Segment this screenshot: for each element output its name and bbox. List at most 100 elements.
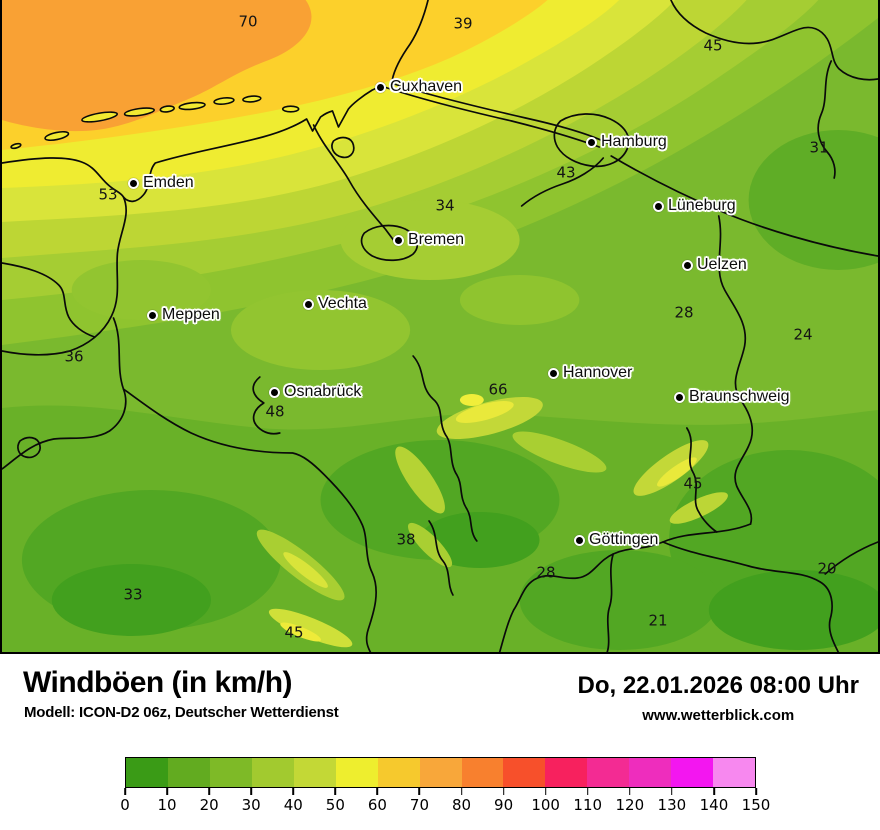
city-label: Uelzen <box>697 256 747 273</box>
legend-segment <box>335 758 378 787</box>
city-dot-icon <box>653 200 664 212</box>
model-info: Modell: ICON-D2 06z, Deutscher Wetterdie… <box>24 704 339 721</box>
legend-tick <box>250 788 252 795</box>
city-label: Göttingen <box>589 531 659 548</box>
wind-value-label: 45 <box>703 36 723 55</box>
wind-value-label: 36 <box>64 347 84 366</box>
wind-value-label: 38 <box>396 530 416 549</box>
map-terrain-graphic <box>2 0 878 652</box>
legend-tick-label: 50 <box>325 796 345 814</box>
city-dot-icon <box>375 81 386 93</box>
city-marker: Meppen <box>147 307 220 323</box>
legend-tick-label: 70 <box>409 796 429 814</box>
legend-tick-labels: 0 10 20 30 40 50 60 70 80 90 100 110 120 130 140 150 <box>120 796 770 814</box>
legend-tick <box>334 788 337 795</box>
footer: Windböen (in km/h) Modell: ICON-D2 06z, … <box>0 654 880 830</box>
city-dot-icon <box>147 309 158 321</box>
city-label: Bremen <box>408 231 465 248</box>
wind-value-label: 28 <box>674 303 694 322</box>
city-label: Emden <box>143 174 194 191</box>
wind-value-label: 34 <box>435 196 455 215</box>
legend-segment <box>713 758 756 787</box>
city-marker: Bremen <box>393 232 464 248</box>
legend-segment <box>671 758 714 787</box>
legend-segment <box>587 758 630 787</box>
city-marker: Hannover <box>548 365 632 381</box>
legend-tick <box>124 788 126 795</box>
wind-value-label: 53 <box>98 185 118 204</box>
city-dot-icon <box>574 534 585 546</box>
legend-tick <box>713 788 715 795</box>
legend-tick-label: 90 <box>494 796 514 814</box>
city-marker: Braunschweig <box>674 389 790 405</box>
city-label: Osnabrück <box>284 383 362 400</box>
legend-segment <box>251 758 294 787</box>
legend-colorbar <box>125 757 756 788</box>
wind-value-label: 70 <box>238 12 258 31</box>
legend-tick-label: 60 <box>367 796 387 814</box>
legend-segment <box>377 758 420 787</box>
legend-segment <box>545 758 588 787</box>
city-label: Meppen <box>162 306 220 323</box>
legend-segment <box>503 758 546 787</box>
legend-tick-label: 120 <box>615 796 645 814</box>
forecast-datetime: Do, 22.01.2026 08:00 Uhr <box>577 672 860 699</box>
legend-ticks <box>124 788 757 795</box>
wind-value-label: 31 <box>809 138 829 157</box>
wind-value-label: 28 <box>536 563 556 582</box>
city-dot-icon <box>269 386 280 398</box>
city-dot-icon <box>586 136 597 148</box>
city-marker: Hamburg <box>586 134 667 150</box>
date-block: Do, 22.01.2026 08:00 Uhr www.wetterblick… <box>578 672 860 724</box>
city-marker: Emden <box>128 175 194 191</box>
legend-tick-label: 150 <box>741 796 771 814</box>
legend-tick-label: 10 <box>157 796 177 814</box>
legend-tick-label: 100 <box>531 796 560 814</box>
city-marker: Cuxhaven <box>375 79 462 95</box>
city-marker: Göttingen <box>574 532 658 548</box>
page-title: Windböen (in km/h) <box>23 666 293 699</box>
legend-tick <box>629 788 631 795</box>
city-label: Hannover <box>563 364 633 381</box>
city-dot-icon <box>128 177 139 189</box>
legend-tick <box>586 788 589 795</box>
legend-segment <box>167 758 210 787</box>
city-marker: Vechta <box>303 296 367 312</box>
city-dot-icon <box>303 298 314 310</box>
wind-gust-map: Cuxhaven Hamburg Emden Lüneburg Bremen U… <box>0 0 880 654</box>
city-dot-icon <box>682 259 693 271</box>
wind-value-label: 21 <box>648 611 668 630</box>
city-marker: Osnabrück <box>269 384 361 400</box>
wind-value-label: 45 <box>284 623 304 642</box>
city-dot-icon <box>674 391 685 403</box>
city-marker: Uelzen <box>682 257 747 273</box>
legend-tick <box>755 788 757 795</box>
legend-tick <box>671 788 673 795</box>
legend-tick <box>502 788 505 795</box>
wind-value-label: 33 <box>123 585 143 604</box>
legend-segment <box>126 758 168 787</box>
wind-value-label: 66 <box>488 380 508 399</box>
legend-tick <box>460 788 463 795</box>
legend-tick-label: 130 <box>657 796 687 814</box>
wind-value-label: 45 <box>683 474 703 493</box>
wind-value-label: 20 <box>817 559 837 578</box>
legend-segment <box>293 758 336 787</box>
city-label: Lüneburg <box>668 197 736 214</box>
legend-tick <box>418 788 421 795</box>
legend-tick <box>292 788 295 795</box>
legend-tick-label: 110 <box>573 796 603 814</box>
city-label: Braunschweig <box>689 388 790 405</box>
legend-segment <box>419 758 462 787</box>
legend-tick <box>376 788 379 795</box>
color-scale-legend: 0 10 20 30 40 50 60 70 80 90 100 110 120 130 140 150 <box>120 757 770 817</box>
legend-tick-label: 30 <box>241 796 261 814</box>
legend-tick <box>208 788 210 795</box>
website-url: www.wetterblick.com <box>642 707 795 724</box>
legend-tick-label: 80 <box>451 796 472 814</box>
city-label: Vechta <box>318 295 367 312</box>
legend-segment <box>461 758 504 787</box>
wind-value-label: 24 <box>793 325 813 344</box>
city-label: Hamburg <box>601 133 667 150</box>
